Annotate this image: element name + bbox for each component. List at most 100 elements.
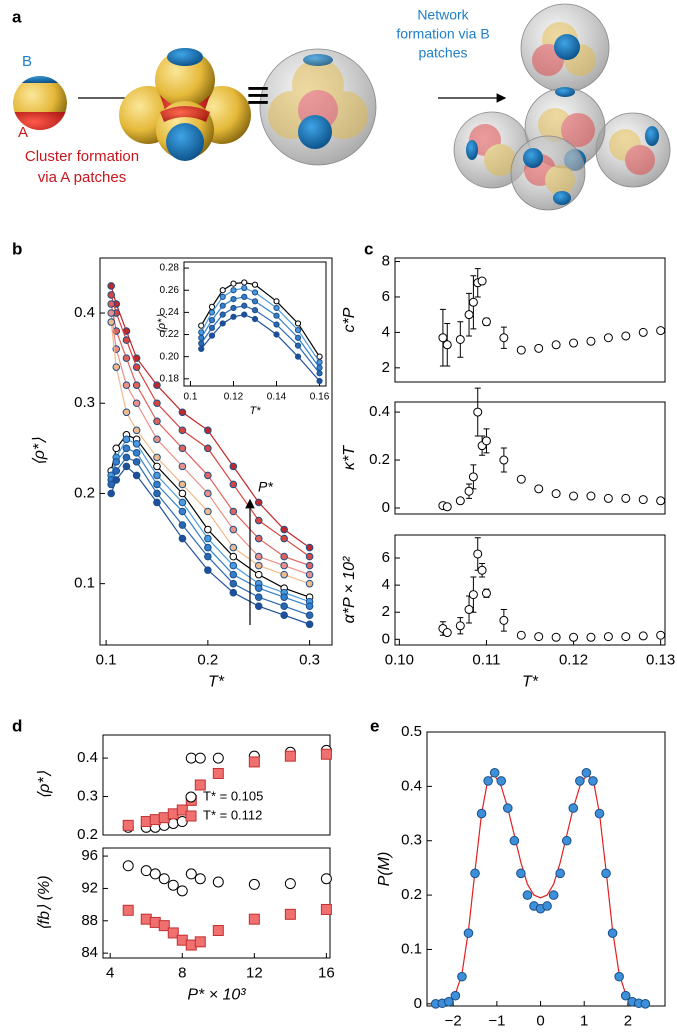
plot-frame [102,847,331,959]
data-marker [204,426,212,435]
data-marker [178,507,187,516]
data-marker [107,300,115,308]
data-marker [122,904,134,916]
data-marker [229,507,238,516]
data-marker [122,453,131,462]
data-marker [438,333,448,343]
data-marker [112,467,121,475]
data-marker [219,311,226,318]
data-marker [208,317,216,324]
data-marker [551,340,561,350]
data-marker [481,317,491,327]
data-marker [561,835,572,846]
plot-frame [394,401,666,515]
data-marker [254,584,263,592]
data-marker [586,491,596,501]
x-tick-label: 0.14 [267,392,287,403]
data-marker [241,311,248,318]
data-marker [112,458,121,466]
y-tick-label: 0.2 [401,886,422,903]
y-tick-label: 0.20 [160,351,180,362]
data-marker [204,444,212,453]
data-marker [230,295,237,303]
data-marker [230,304,237,312]
data-marker [569,632,579,642]
data-marker [153,435,161,444]
data-marker [294,326,302,334]
y-axis-label: ⟨fb⟩ (%) [36,875,53,930]
x-axis-label: T* [250,405,262,417]
data-marker [212,767,224,779]
data-marker [204,534,212,543]
y-tick-label: 0.2 [74,484,95,501]
data-marker [254,570,263,579]
data-marker [496,776,507,786]
data-marker [614,971,624,982]
data-marker [294,342,302,349]
data-marker [204,507,212,516]
data-marker [568,803,579,813]
data-marker [241,302,248,309]
x-tick-label: 8 [178,964,186,981]
data-marker [122,819,134,831]
data-marker [516,345,526,355]
data-marker [551,632,561,642]
data-marker [273,321,280,328]
y-tick-label: 0.2 [369,451,390,468]
data-marker [230,313,237,320]
data-marker [280,525,288,534]
data-marker [178,480,187,489]
x-tick-label: 0.16 [310,392,330,403]
data-marker [280,552,288,561]
data-marker [229,570,238,579]
y-tick-label: 0 [414,995,422,1012]
data-marker [122,860,134,872]
x-axis-label: P* × 10³ [187,987,246,1004]
data-marker [251,289,259,296]
data-marker [219,302,226,309]
data-marker [316,364,323,371]
data-marker [204,543,212,552]
caption: formation via B [396,26,489,42]
data-marker [132,399,141,408]
data-marker [208,303,216,310]
legend-label: T* = 0.112 [203,807,262,822]
x-tick-label: 0.1 [184,392,198,403]
data-marker [153,381,161,389]
y-tick-label: 0.4 [401,777,422,794]
data-marker [254,602,263,611]
data-marker [178,534,187,543]
data-marker [254,593,263,601]
annotation: P* [258,479,273,495]
data-marker [107,282,115,290]
data-marker [551,489,561,499]
data-marker [112,327,121,335]
data-marker [603,333,613,343]
data-marker [481,588,491,598]
data-marker [473,407,483,417]
y-axis-label: ⟨ρ*⟩ [156,314,168,334]
data-marker [132,449,141,457]
data-marker [284,750,296,762]
plot-frame [394,534,666,646]
data-marker [464,605,474,615]
y-tick-label: 0.3 [74,394,95,411]
data-marker [477,276,487,286]
data-marker [502,803,513,813]
data-marker [477,565,487,575]
data-marker [158,812,170,824]
data-marker [294,320,302,327]
data-marker [588,776,598,786]
x-tick-label: 12 [246,964,263,981]
y-tick-label: 6 [382,549,390,566]
plot-frame [426,731,666,1007]
data-marker [153,498,161,507]
y-tick-label: 88 [81,912,98,929]
data-marker [457,971,467,982]
data-marker [320,873,332,885]
legend-marker [185,810,197,822]
data-marker [254,561,263,570]
data-marker [316,370,323,377]
data-marker [122,336,131,344]
data-marker [229,525,238,534]
